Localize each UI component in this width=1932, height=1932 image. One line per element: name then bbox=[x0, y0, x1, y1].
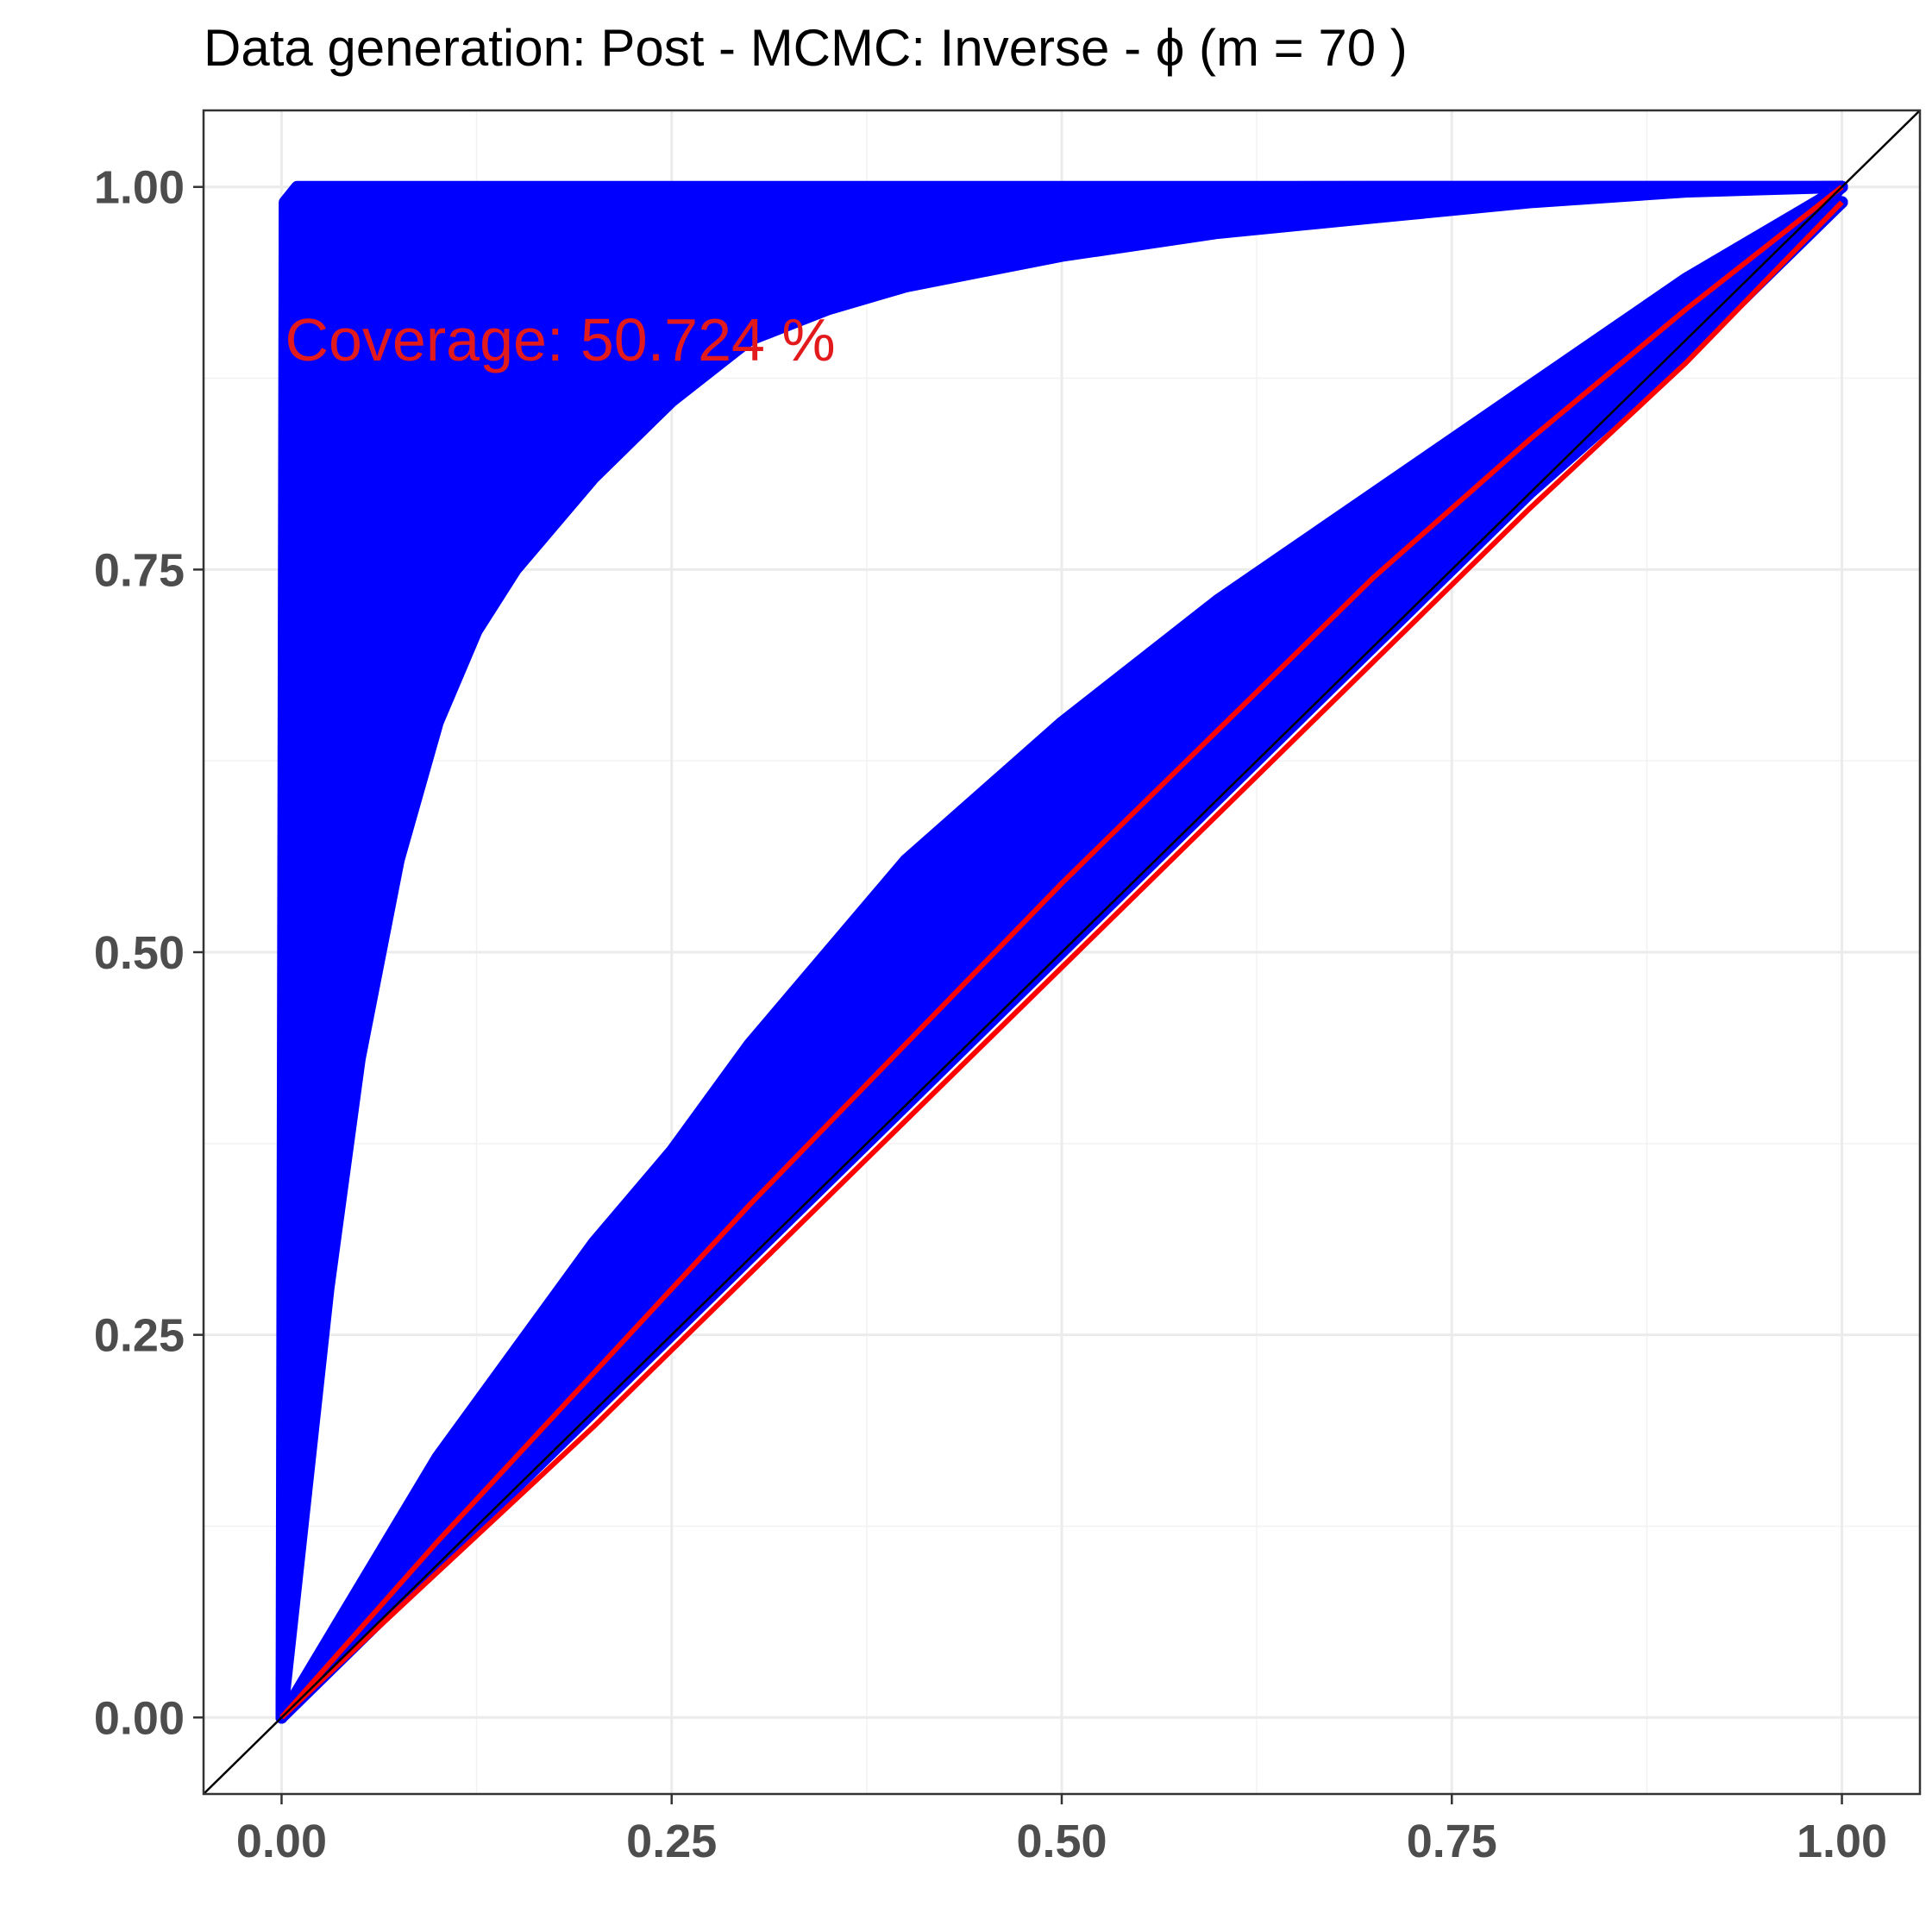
red-line-1 bbox=[279, 200, 1844, 1720]
red-lines-layer bbox=[279, 185, 1844, 1720]
y-tick-label-0: 0.00 bbox=[94, 1692, 185, 1744]
x-tick-label-3: 0.75 bbox=[1407, 1816, 1497, 1867]
reference-line-layer bbox=[203, 110, 1921, 1795]
coverage-annotation: Coverage: 50.724 % bbox=[285, 306, 835, 373]
x-tick-label-2: 0.50 bbox=[1016, 1816, 1107, 1867]
x-tick-label-4: 1.00 bbox=[1797, 1816, 1887, 1867]
axes: 0.00 0.25 0.50 0.75 1.00 0.00 0.25 0.50 0.75 1.00 bbox=[94, 162, 1887, 1867]
y-tick-label-3: 0.75 bbox=[94, 544, 185, 596]
x-tick-label-1: 0.25 bbox=[626, 1816, 717, 1867]
reference-line bbox=[203, 110, 1921, 1795]
y-tick-label-2: 0.50 bbox=[94, 927, 185, 979]
y-tick-label-4: 1.00 bbox=[94, 162, 185, 214]
red-line-0 bbox=[279, 185, 1844, 1720]
annotation-layer: Coverage: 50.724 % bbox=[285, 306, 835, 373]
y-tick-label-1: 0.25 bbox=[94, 1310, 185, 1362]
chart-title: Data generation: Post - MCMC: Inverse - … bbox=[204, 19, 1408, 77]
series-band-upper bbox=[281, 186, 1842, 1718]
x-tick-label-0: 0.00 bbox=[236, 1816, 327, 1867]
